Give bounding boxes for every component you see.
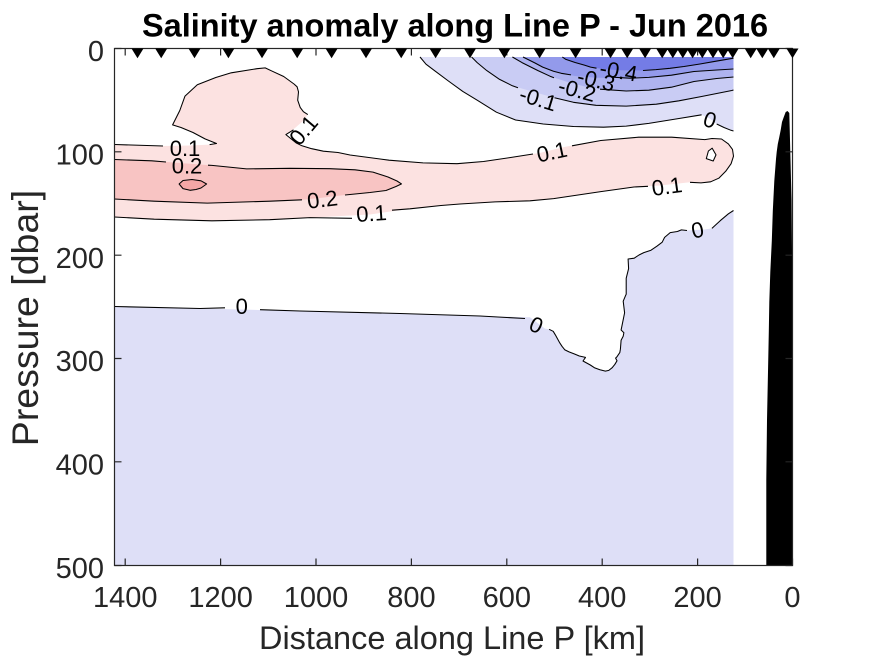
svg-text:0.2: 0.2 <box>306 185 339 214</box>
svg-text:1200: 1200 <box>188 582 253 614</box>
svg-text:200: 200 <box>673 582 721 614</box>
svg-text:200: 200 <box>56 243 104 275</box>
svg-text:500: 500 <box>56 553 104 585</box>
svg-text:Pressure [dbar]: Pressure [dbar] <box>4 190 46 446</box>
svg-text:0: 0 <box>236 294 248 319</box>
svg-text:0.1: 0.1 <box>650 172 684 201</box>
svg-text:0.2: 0.2 <box>172 154 203 179</box>
svg-text:400: 400 <box>56 449 104 481</box>
svg-text:Distance along Line P [km]: Distance along Line P [km] <box>259 620 645 656</box>
svg-text:0.1: 0.1 <box>534 137 569 168</box>
svg-text:0.1: 0.1 <box>355 200 387 227</box>
svg-text:300: 300 <box>56 346 104 378</box>
svg-text:400: 400 <box>578 582 626 614</box>
svg-text:Salinity anomaly along Line P: Salinity anomaly along Line P - Jun 2016 <box>142 8 768 44</box>
svg-text:100: 100 <box>56 139 104 171</box>
svg-text:1400: 1400 <box>93 582 158 614</box>
svg-text:0: 0 <box>88 36 104 68</box>
svg-text:0: 0 <box>689 217 706 244</box>
svg-text:600: 600 <box>483 582 531 614</box>
svg-text:800: 800 <box>387 582 435 614</box>
svg-text:0: 0 <box>784 582 800 614</box>
svg-text:1000: 1000 <box>284 582 349 614</box>
svg-text:0.1: 0.1 <box>170 136 201 161</box>
